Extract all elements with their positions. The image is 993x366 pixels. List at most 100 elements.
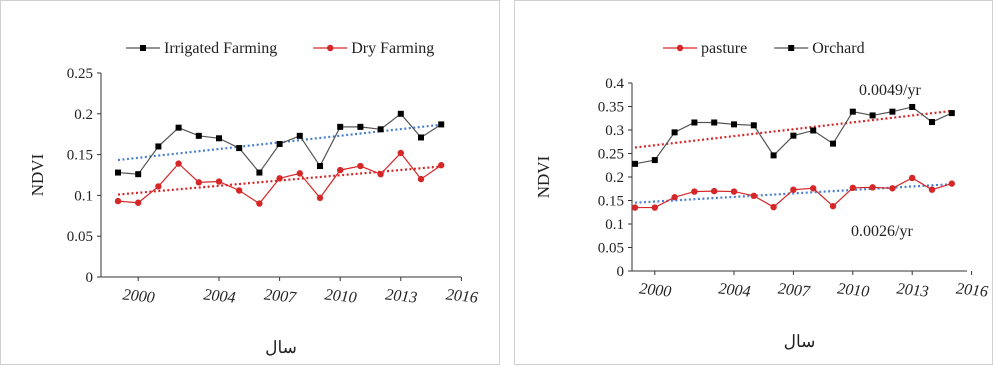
y-tick-label: 0.05 <box>598 241 624 257</box>
data-point-orchard <box>810 127 817 134</box>
chart-panel-right: 0 0.05 0.1 0.15 0.2 0.25 0.3 0.35 0.4 2000 2004 200… <box>514 0 993 365</box>
data-point-dry-farming <box>417 175 425 183</box>
y-tick-label: 0.15 <box>598 194 624 210</box>
x-tick-label: 2016 <box>955 280 989 300</box>
data-point-irrigated-farming <box>296 132 303 139</box>
x-tick-label: 2007 <box>263 286 298 306</box>
legend-marker-dry-farming <box>327 44 334 52</box>
data-point-dry-farming <box>337 166 344 174</box>
y-axis-label: NDVI <box>534 155 553 198</box>
data-point-pasture <box>810 185 817 192</box>
data-point-pasture <box>829 202 837 210</box>
x-tick-label: 2004 <box>203 286 237 306</box>
data-point-orchard <box>830 140 836 147</box>
trend-annotation: 0.0026/yr <box>851 223 913 240</box>
y-tick-label: 0.15 <box>67 148 93 164</box>
legend-label-dry-farming: Dry Farming <box>351 40 434 57</box>
legend-marker-orchard <box>788 45 795 51</box>
y-tick-label: 0 <box>86 270 94 286</box>
data-point-irrigated-farming <box>438 121 445 128</box>
data-point-irrigated-farming <box>377 126 384 133</box>
data-point-pasture <box>909 174 916 182</box>
x-tick-label: 2013 <box>896 280 930 300</box>
data-point-irrigated-farming <box>337 123 344 130</box>
y-tick-label: 0.1 <box>74 188 93 204</box>
y-tick-label: 0.4 <box>605 76 624 92</box>
legend-label-pasture: pasture <box>701 40 747 57</box>
legend-marker-pasture <box>676 44 684 52</box>
data-point-dry-farming <box>438 162 445 169</box>
data-point-pasture <box>730 188 738 195</box>
data-point-orchard <box>889 108 896 115</box>
y-tick-label: 0 <box>617 264 625 280</box>
data-point-irrigated-farming <box>195 132 202 139</box>
x-tick-label: 2016 <box>445 286 479 306</box>
trendline-pasture <box>634 183 952 204</box>
data-point-pasture <box>651 204 658 211</box>
data-point-irrigated-farming <box>115 169 121 176</box>
data-point-irrigated-farming <box>236 145 243 152</box>
data-point-pasture <box>948 180 955 187</box>
data-point-dry-farming <box>276 175 283 182</box>
data-point-dry-farming <box>236 187 243 194</box>
data-point-dry-farming <box>195 179 202 186</box>
x-tick-label: 2000 <box>638 280 672 300</box>
data-point-dry-farming <box>296 170 303 177</box>
data-point-orchard <box>790 132 797 139</box>
legend-label-orchard: Orchard <box>812 40 864 57</box>
data-point-pasture <box>889 185 896 192</box>
data-point-pasture <box>869 184 876 191</box>
data-point-pasture <box>928 186 936 193</box>
data-point-pasture <box>711 187 718 195</box>
data-point-pasture <box>691 188 698 195</box>
data-point-dry-farming <box>215 178 223 185</box>
data-point-pasture <box>750 192 757 199</box>
data-point-irrigated-farming <box>216 135 222 142</box>
data-point-dry-farming <box>377 170 384 178</box>
data-point-irrigated-farming <box>357 123 364 130</box>
data-point-orchard <box>770 152 777 159</box>
x-tick-label: 2010 <box>324 286 358 306</box>
data-point-dry-farming <box>155 183 162 190</box>
y-tick-label: 0.2 <box>74 107 93 123</box>
data-point-orchard <box>849 108 856 115</box>
data-point-pasture <box>849 184 856 192</box>
x-tick-label: 2010 <box>836 280 870 300</box>
y-tick-label: 0.2 <box>605 170 624 186</box>
data-point-dry-farming <box>316 194 324 202</box>
x-tick-label: 2013 <box>384 286 418 306</box>
data-point-dry-farming <box>114 197 122 205</box>
data-point-orchard <box>929 119 935 126</box>
y-tick-label: 0.25 <box>67 66 93 82</box>
chart-right-svg: 0 0.05 0.1 0.15 0.2 0.25 0.3 0.35 0.4 2000 2004 200… <box>534 40 989 351</box>
legend-marker-irrigated-farming <box>140 45 146 51</box>
data-point-dry-farming <box>175 160 182 167</box>
data-point-irrigated-farming <box>135 171 142 178</box>
data-point-orchard <box>671 129 678 136</box>
x-tick-label: 2000 <box>122 286 156 306</box>
data-point-orchard <box>651 157 658 164</box>
data-point-pasture <box>631 204 639 211</box>
data-point-irrigated-farming <box>276 140 283 147</box>
legend-label-irrigated-farming: Irrigated Farming <box>164 40 277 57</box>
chart-panel-left: 0 0.05 0.1 0.15 0.2 0.25 2000 2004 2007 2010 2013 2… <box>0 0 500 365</box>
data-point-orchard <box>750 122 757 129</box>
data-point-irrigated-farming <box>256 169 263 176</box>
y-tick-label: 0.1 <box>605 217 624 233</box>
data-point-dry-farming <box>256 200 263 207</box>
data-point-orchard <box>632 160 638 167</box>
x-tick-label: 2007 <box>777 280 812 300</box>
y-tick-label: 0.3 <box>605 123 624 139</box>
data-point-dry-farming <box>357 162 364 170</box>
y-axis-label: NDVI <box>28 153 47 196</box>
trend-annotation: 0.0049/yr <box>859 82 921 99</box>
x-axis-label: سال <box>265 338 297 357</box>
data-point-pasture <box>790 186 797 193</box>
data-point-dry-farming <box>135 199 142 206</box>
data-point-irrigated-farming <box>175 124 182 131</box>
x-tick-label: 2004 <box>718 280 752 300</box>
data-point-irrigated-farming <box>397 110 404 117</box>
data-point-irrigated-farming <box>155 143 162 150</box>
data-point-irrigated-farming <box>317 163 323 170</box>
y-tick-label: 0.25 <box>598 147 624 163</box>
